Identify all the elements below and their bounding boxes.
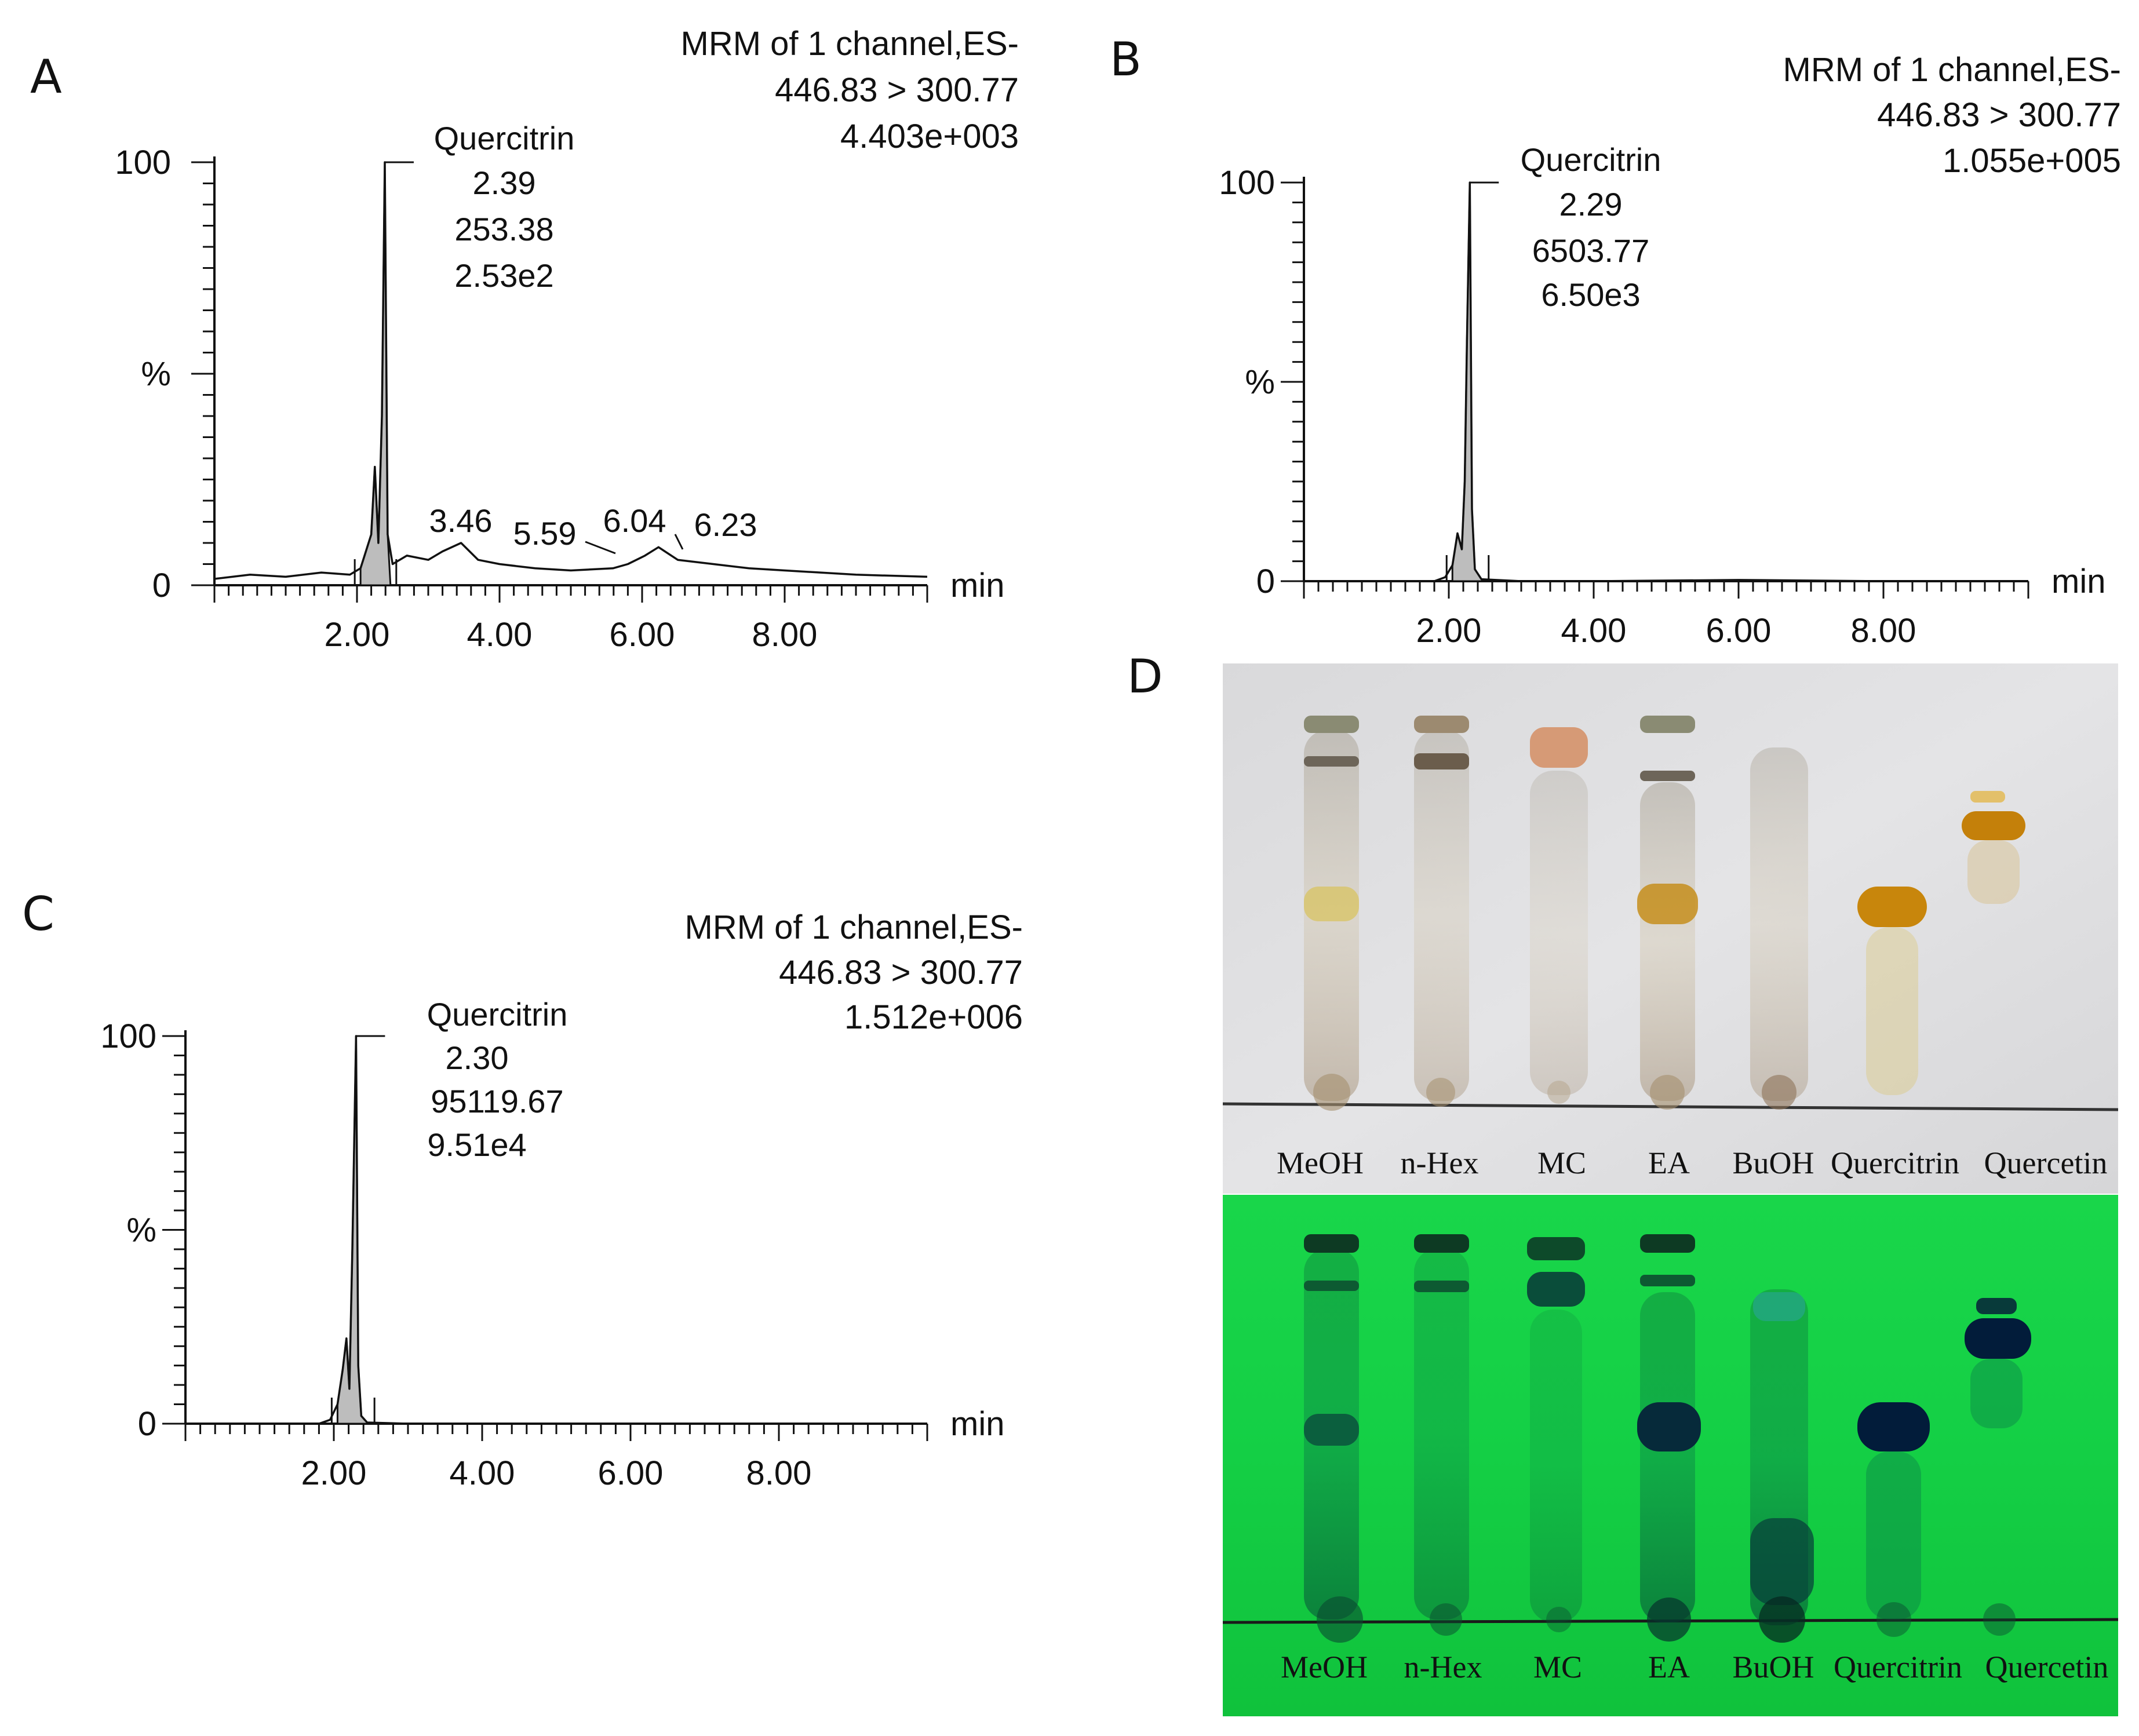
peak-label-area: 253.38 <box>454 211 553 247</box>
x-tick-label: 4.00 <box>467 616 533 654</box>
x-axis-unit: min <box>2051 563 2105 600</box>
peak-label-name: Quercitrin <box>434 120 575 156</box>
x-tick-label: 4.00 <box>1561 612 1627 650</box>
x-tick-label: 2.00 <box>1416 612 1482 650</box>
lane-label: n-Hex <box>1401 1146 1479 1180</box>
panel-b: B MRM of 1 channel,ES- 446.83 > 300.77 1… <box>1110 32 2121 650</box>
y-tick-label: 0 <box>152 567 171 604</box>
annotation-leader <box>585 541 616 555</box>
tlc-plate-uv: MeOH n-Hex MC EA BuOH Quercitrin Quercet… <box>1222 1195 2119 1716</box>
y-tick-label: 100 <box>100 1017 156 1055</box>
minor-peak-label: 6.23 <box>694 506 757 543</box>
lane-label: BuOH <box>1732 1650 1814 1684</box>
y-tick-label: % <box>141 355 171 393</box>
panel-letter-a: A <box>30 50 62 104</box>
x-tick-label: 8.00 <box>1851 612 1916 650</box>
panel-letter-c: C <box>22 887 54 941</box>
lane-label: EA <box>1648 1650 1690 1684</box>
lane-label: Quercetin <box>1984 1146 2108 1180</box>
lane-label: BuOH <box>1732 1146 1814 1180</box>
x-tick-label: 2.00 <box>301 1454 367 1492</box>
panel-c: C MRM of 1 channel,ES- 446.83 > 300.77 1… <box>22 887 1023 1492</box>
peak-label-rt: 2.39 <box>473 165 536 201</box>
lane-label: Quercitrin <box>1831 1146 1959 1180</box>
peak-label-rt: 2.29 <box>1559 186 1623 223</box>
x-tick-label: 8.00 <box>746 1454 812 1492</box>
y-tick-label: 0 <box>1256 563 1275 600</box>
x-axis-unit: min <box>950 567 1004 604</box>
peak-label-area: 6503.77 <box>1532 232 1649 269</box>
header-line-2: 446.83 > 300.77 <box>779 954 1023 991</box>
peak-label-name: Quercitrin <box>427 996 568 1033</box>
chromatogram-trace <box>214 161 928 580</box>
minor-peak-label: 6.04 <box>603 502 666 539</box>
y-tick-label: % <box>126 1212 156 1249</box>
y-tick-label: % <box>1245 363 1275 401</box>
header-line-3: 1.055e+005 <box>1943 142 2121 180</box>
panel-d: D <box>1127 650 2119 1716</box>
lane-label: Quercetin <box>1985 1650 2109 1684</box>
minor-peak-label: 3.46 <box>429 502 493 539</box>
peak-label-height: 6.50e3 <box>1541 276 1640 313</box>
header-line-1: MRM of 1 channel,ES- <box>681 25 1019 63</box>
peak-label-name: Quercitrin <box>1521 141 1661 178</box>
header-line-1: MRM of 1 channel,ES- <box>685 909 1023 946</box>
panel-letter-d: D <box>1127 650 1163 703</box>
tlc-plate-visible: MeOH n-Hex MC EA BuOH Quercitrin Quercet… <box>1222 663 2119 1194</box>
header-line-1: MRM of 1 channel,ES- <box>1783 51 2121 89</box>
lane-label: Quercitrin <box>1834 1650 1962 1684</box>
y-tick-label: 100 <box>1219 164 1275 202</box>
lane-label: EA <box>1648 1146 1690 1180</box>
peak-label-height: 2.53e2 <box>454 257 553 294</box>
peak-label-area: 95119.67 <box>431 1083 563 1119</box>
x-tick-label: 6.00 <box>1706 612 1772 650</box>
y-tick-label: 0 <box>138 1405 156 1443</box>
chart-axes: 100% 0 2.00 4.00 6.00 8.00 min <box>1219 164 2105 650</box>
header-line-2: 446.83 > 300.77 <box>1877 96 2121 134</box>
x-tick-label: 8.00 <box>752 616 818 654</box>
chart-axes: 100% 0 2.00 4.00 6.00 8.00 min <box>115 144 1004 654</box>
chromatogram-trace <box>1304 181 2028 582</box>
header-line-3: 4.403e+003 <box>840 118 1019 155</box>
x-tick-label: 6.00 <box>610 616 675 654</box>
header-line-2: 446.83 > 300.77 <box>775 71 1019 109</box>
minor-peak-label: 5.59 <box>513 515 577 552</box>
x-tick-label: 4.00 <box>450 1454 515 1492</box>
x-axis-unit: min <box>950 1405 1004 1443</box>
lane-label: MC <box>1533 1650 1582 1684</box>
peak-label-height: 9.51e4 <box>427 1126 526 1163</box>
integrated-peak-area <box>1451 182 1485 582</box>
lane-label: n-Hex <box>1404 1650 1482 1684</box>
lane-label: MeOH <box>1277 1146 1364 1180</box>
lane-label: MeOH <box>1281 1650 1368 1684</box>
x-tick-label: 6.00 <box>598 1454 664 1492</box>
chromatogram-trace <box>185 1035 927 1425</box>
panel-letter-b: B <box>1110 32 1142 86</box>
y-tick-label: 100 <box>115 144 171 181</box>
header-line-3: 1.512e+006 <box>844 998 1023 1036</box>
peak-label-rt: 2.30 <box>446 1040 509 1076</box>
lane-label: MC <box>1537 1146 1586 1180</box>
x-tick-label: 2.00 <box>325 616 390 654</box>
annotation-leader <box>674 534 684 550</box>
panel-a: A MRM of 1 channel,ES- 446.83 > 300.77 4… <box>30 25 1019 654</box>
